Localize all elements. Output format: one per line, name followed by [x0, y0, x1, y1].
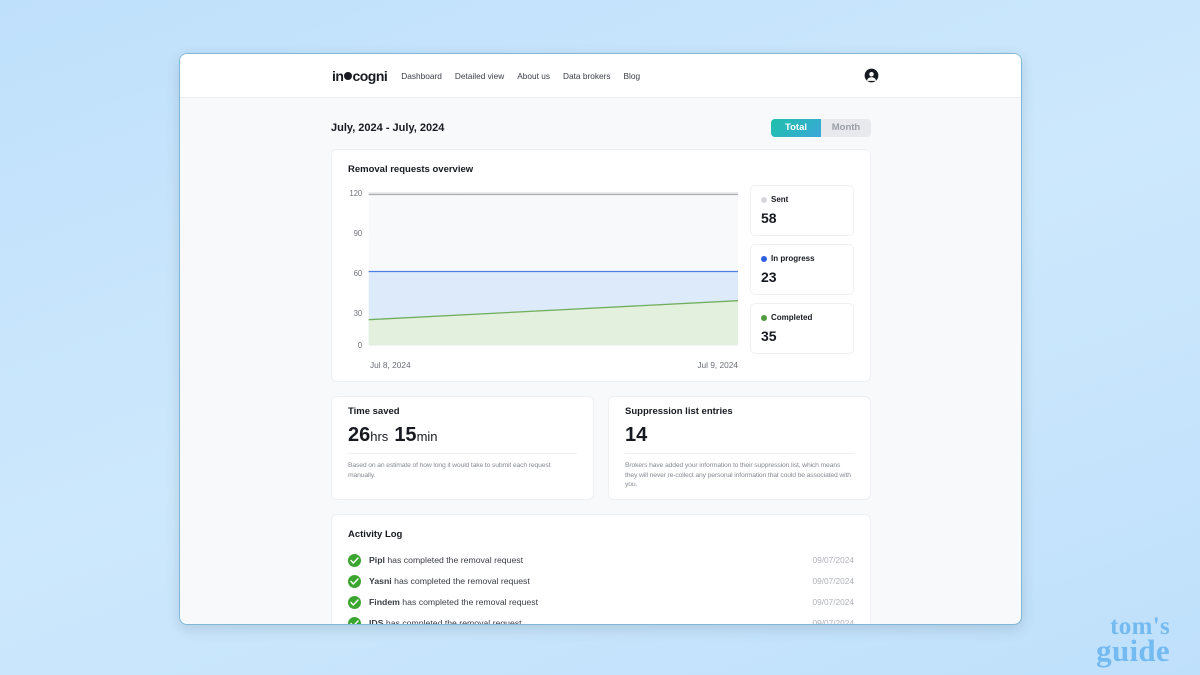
svg-text:30: 30	[354, 309, 362, 318]
svg-text:0: 0	[358, 341, 362, 350]
svg-text:120: 120	[350, 189, 363, 198]
svg-text:60: 60	[354, 269, 362, 278]
svg-text:90: 90	[354, 229, 362, 238]
